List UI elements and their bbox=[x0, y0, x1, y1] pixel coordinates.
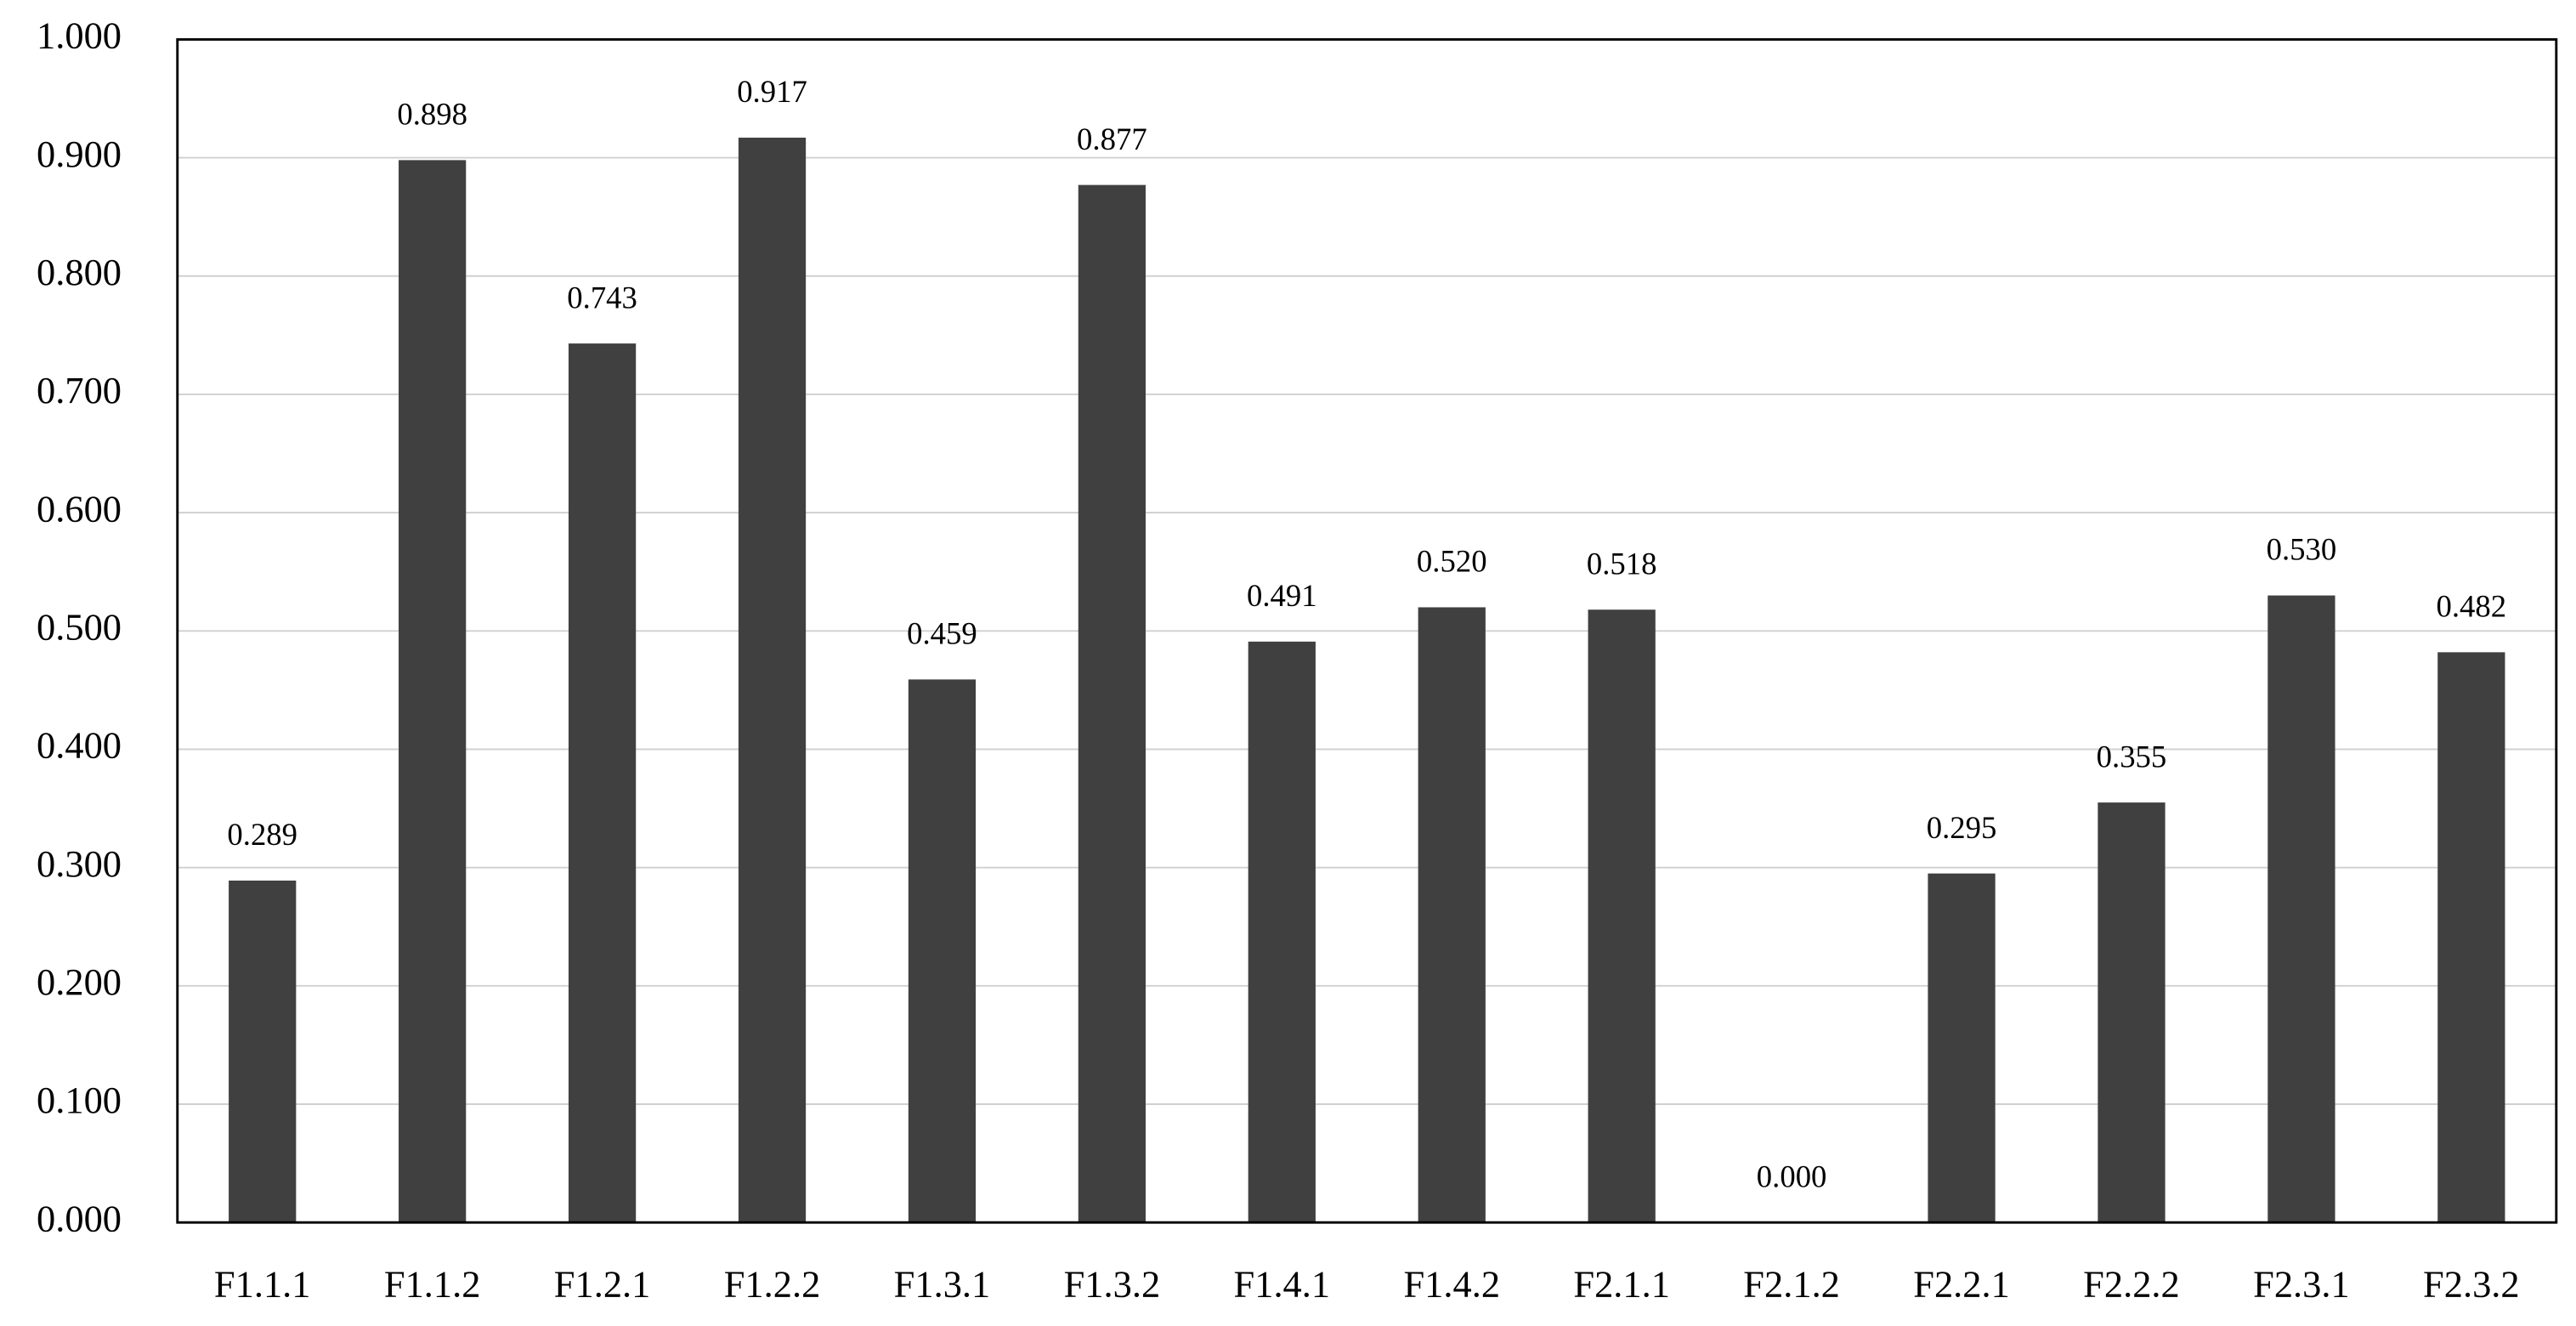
bar bbox=[908, 679, 977, 1223]
x-tick-label: F2.3.1 bbox=[2253, 1263, 2350, 1306]
y-tick-label: 1.000 bbox=[37, 14, 122, 57]
y-tick-label: 0.200 bbox=[37, 960, 122, 1003]
x-tick-label: F1.4.1 bbox=[1234, 1263, 1331, 1306]
value-label: 0.898 bbox=[397, 97, 467, 132]
x-tick-label: F2.3.2 bbox=[2423, 1263, 2520, 1306]
x-tick-label: F1.3.1 bbox=[894, 1263, 991, 1306]
x-tick-label: F2.1.1 bbox=[1573, 1263, 1670, 1306]
x-tick-label: F2.2.1 bbox=[1913, 1263, 2010, 1306]
value-label: 0.917 bbox=[737, 74, 807, 109]
bar bbox=[229, 880, 297, 1223]
bar bbox=[568, 343, 637, 1223]
bar bbox=[2267, 595, 2335, 1223]
bar bbox=[2437, 652, 2505, 1223]
bar bbox=[1588, 609, 1656, 1223]
value-label: 0.877 bbox=[1077, 122, 1147, 156]
value-label: 0.530 bbox=[2267, 532, 2337, 567]
x-tick-label: F2.2.2 bbox=[2083, 1263, 2180, 1306]
x-tick-label: F1.3.2 bbox=[1064, 1263, 1161, 1306]
bar bbox=[2098, 802, 2166, 1223]
y-tick-label: 0.700 bbox=[37, 369, 122, 411]
bar bbox=[399, 160, 467, 1223]
bar bbox=[738, 137, 807, 1223]
x-tick-label: F1.1.2 bbox=[384, 1263, 481, 1306]
bar bbox=[1248, 641, 1316, 1223]
y-tick-label: 0.800 bbox=[37, 251, 122, 293]
y-tick-label: 0.100 bbox=[37, 1079, 122, 1121]
value-label: 0.743 bbox=[567, 280, 637, 314]
bar bbox=[1418, 607, 1486, 1223]
bar bbox=[1078, 184, 1146, 1223]
x-tick-label: F2.1.2 bbox=[1743, 1263, 1840, 1306]
value-label: 0.295 bbox=[1927, 810, 1997, 845]
y-tick-label: 0.000 bbox=[37, 1197, 122, 1239]
value-label: 0.518 bbox=[1587, 546, 1657, 581]
x-tick-label: F1.2.1 bbox=[554, 1263, 651, 1306]
value-label: 0.000 bbox=[1757, 1159, 1827, 1193]
value-label: 0.459 bbox=[907, 616, 977, 651]
value-label: 0.355 bbox=[2097, 739, 2167, 774]
value-label: 0.482 bbox=[2437, 589, 2507, 624]
y-tick-label: 0.600 bbox=[37, 487, 122, 530]
plot-frame bbox=[176, 37, 2558, 1224]
y-tick-label: 0.400 bbox=[37, 724, 122, 767]
value-label: 0.491 bbox=[1247, 578, 1317, 613]
y-tick-label: 0.300 bbox=[37, 842, 122, 885]
value-label: 0.520 bbox=[1417, 544, 1487, 579]
x-tick-label: F1.4.2 bbox=[1403, 1263, 1500, 1306]
y-tick-label: 0.900 bbox=[37, 133, 122, 175]
y-tick-label: 0.500 bbox=[37, 606, 122, 649]
x-tick-label: F1.1.1 bbox=[214, 1263, 311, 1306]
bar bbox=[1928, 873, 1996, 1223]
value-label: 0.289 bbox=[227, 817, 297, 852]
x-tick-label: F1.2.2 bbox=[724, 1263, 821, 1306]
